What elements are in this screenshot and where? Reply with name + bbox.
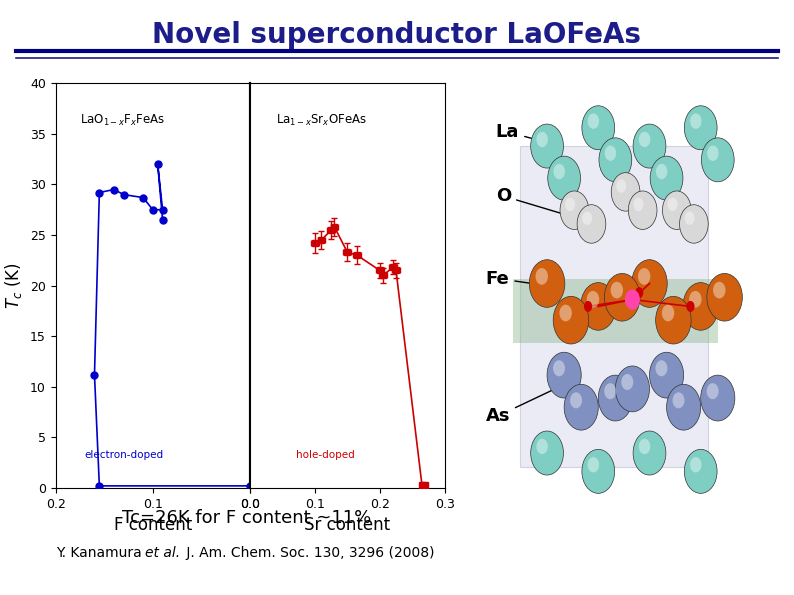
Circle shape <box>535 268 548 285</box>
Circle shape <box>649 352 684 398</box>
Circle shape <box>684 211 695 225</box>
Circle shape <box>622 374 634 390</box>
Text: As: As <box>486 381 572 425</box>
Circle shape <box>700 375 735 421</box>
Text: electron-doped: electron-doped <box>85 450 164 459</box>
Circle shape <box>599 138 632 182</box>
Text: La: La <box>495 123 558 145</box>
Circle shape <box>584 301 592 312</box>
Circle shape <box>684 106 717 150</box>
Circle shape <box>530 431 564 475</box>
Text: Tc=26K for F content ~11%: Tc=26K for F content ~11% <box>121 509 371 527</box>
Circle shape <box>707 383 719 399</box>
Circle shape <box>553 360 565 376</box>
Circle shape <box>582 211 592 225</box>
Circle shape <box>701 138 734 182</box>
Circle shape <box>713 282 726 299</box>
Circle shape <box>548 156 580 200</box>
Circle shape <box>639 131 650 147</box>
Circle shape <box>638 268 650 285</box>
Circle shape <box>668 198 677 211</box>
Text: Fe: Fe <box>486 270 561 288</box>
Circle shape <box>656 360 668 376</box>
Circle shape <box>604 383 616 399</box>
Circle shape <box>605 146 616 161</box>
Circle shape <box>560 305 572 321</box>
Circle shape <box>680 205 708 243</box>
Circle shape <box>615 366 649 412</box>
Circle shape <box>684 449 717 493</box>
Circle shape <box>662 305 674 321</box>
Circle shape <box>588 114 599 129</box>
Y-axis label: $T_c$ (K): $T_c$ (K) <box>3 262 25 309</box>
Circle shape <box>530 259 565 308</box>
Circle shape <box>662 191 691 230</box>
Circle shape <box>587 291 599 308</box>
Circle shape <box>570 392 582 408</box>
Circle shape <box>616 179 626 193</box>
Circle shape <box>690 114 702 129</box>
Circle shape <box>611 173 640 211</box>
Circle shape <box>686 301 695 312</box>
Circle shape <box>683 283 719 330</box>
Circle shape <box>625 290 640 309</box>
Circle shape <box>666 384 701 430</box>
Circle shape <box>656 296 691 344</box>
Circle shape <box>689 291 702 308</box>
Circle shape <box>650 156 683 200</box>
Circle shape <box>690 457 702 472</box>
Circle shape <box>628 191 657 230</box>
Circle shape <box>537 439 548 454</box>
Circle shape <box>633 124 666 168</box>
Circle shape <box>599 375 632 421</box>
Circle shape <box>611 282 623 299</box>
FancyBboxPatch shape <box>513 279 718 343</box>
Text: Y. Kanamura: Y. Kanamura <box>56 546 146 560</box>
Circle shape <box>580 283 616 330</box>
Circle shape <box>656 164 668 179</box>
Circle shape <box>588 457 599 472</box>
Circle shape <box>582 449 615 493</box>
Circle shape <box>604 274 640 321</box>
Circle shape <box>632 259 667 308</box>
Circle shape <box>635 287 643 298</box>
Circle shape <box>673 392 684 408</box>
Circle shape <box>565 198 575 211</box>
Text: La$_{1-x}$Sr$_x$OFeAs: La$_{1-x}$Sr$_x$OFeAs <box>276 113 367 128</box>
Circle shape <box>564 384 599 430</box>
Circle shape <box>707 146 719 161</box>
Circle shape <box>577 205 606 243</box>
Circle shape <box>634 198 643 211</box>
Circle shape <box>639 439 650 454</box>
X-axis label: Sr content: Sr content <box>304 516 391 534</box>
FancyBboxPatch shape <box>520 146 707 466</box>
Circle shape <box>547 352 581 398</box>
Circle shape <box>582 106 615 150</box>
Circle shape <box>633 431 666 475</box>
Text: LaO$_{1-x}$F$_x$FeAs: LaO$_{1-x}$F$_x$FeAs <box>80 113 165 128</box>
Text: Novel superconductor LaOFeAs: Novel superconductor LaOFeAs <box>152 21 642 49</box>
Circle shape <box>530 124 564 168</box>
Circle shape <box>553 296 588 344</box>
X-axis label: F content: F content <box>114 516 192 534</box>
Circle shape <box>560 191 588 230</box>
Circle shape <box>707 274 742 321</box>
Text: J. Am. Chem. Soc. 130, 3296 (2008): J. Am. Chem. Soc. 130, 3296 (2008) <box>182 546 434 560</box>
Circle shape <box>537 131 548 147</box>
Text: et al.: et al. <box>145 546 180 560</box>
Text: O: O <box>495 187 579 218</box>
Circle shape <box>553 164 565 179</box>
Text: hole-doped: hole-doped <box>295 450 354 459</box>
